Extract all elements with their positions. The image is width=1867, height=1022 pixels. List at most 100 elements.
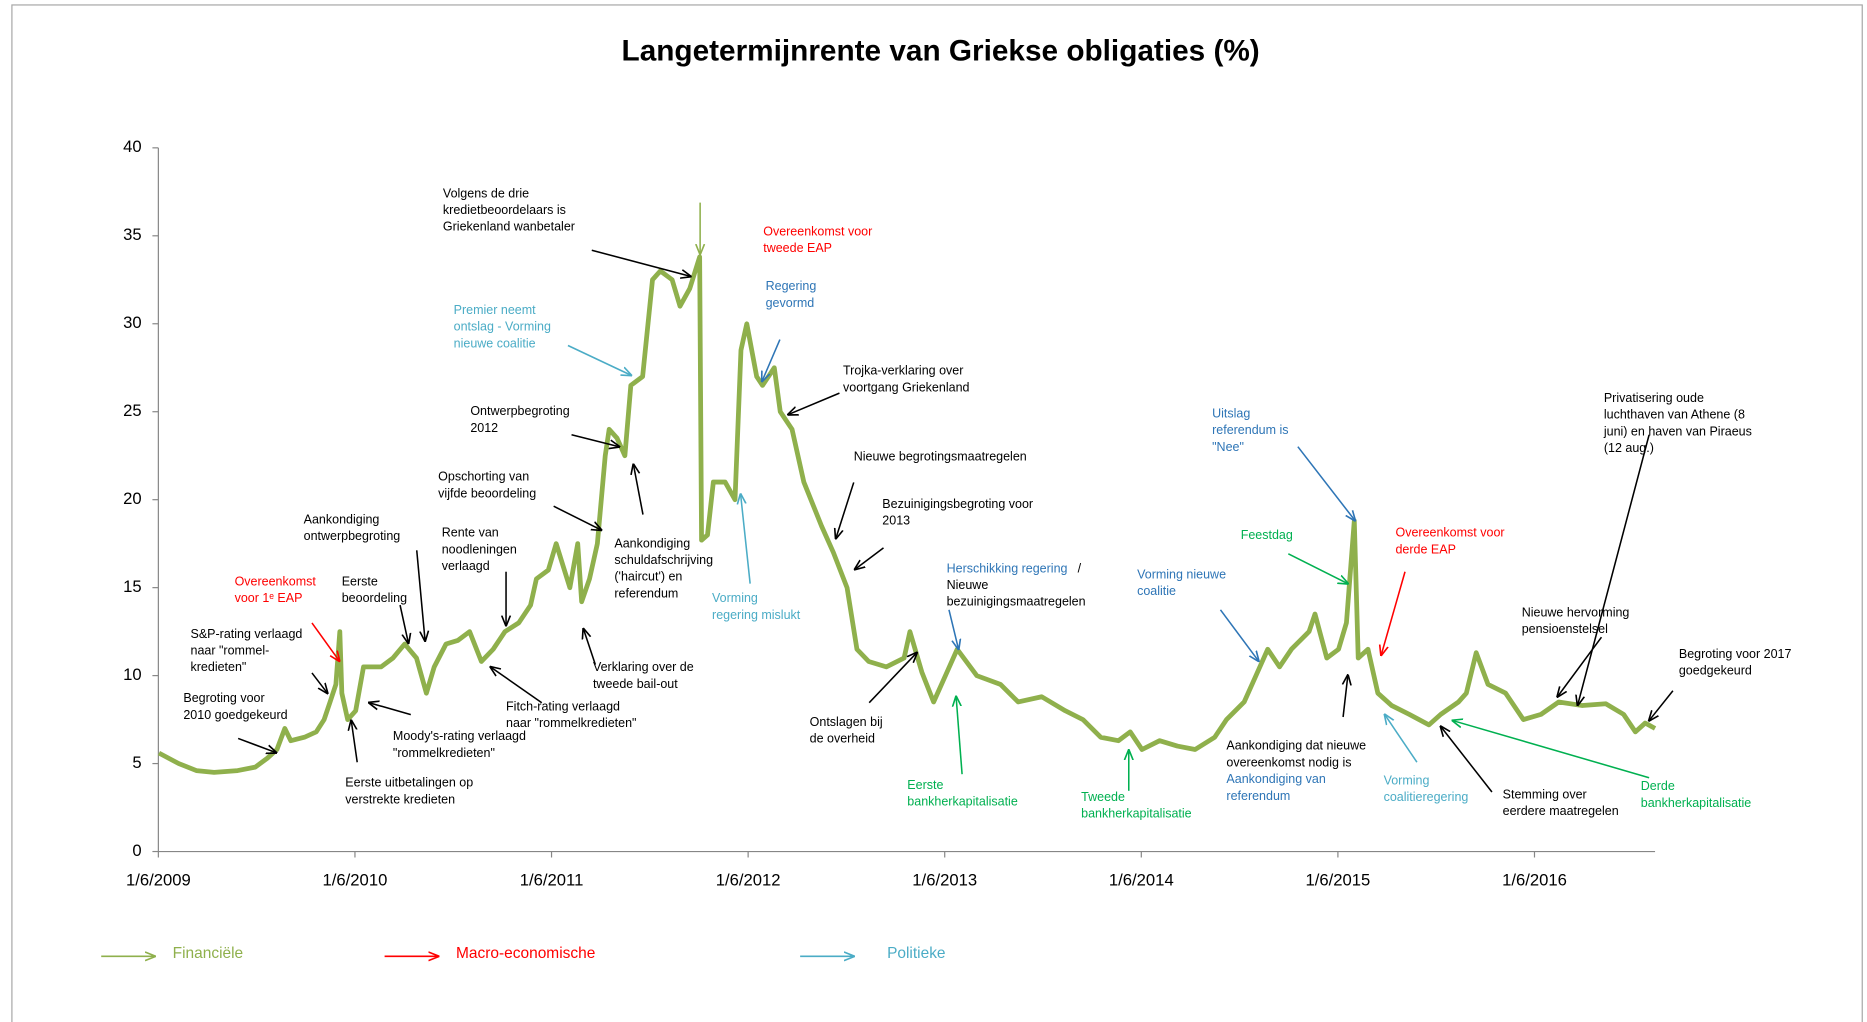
annotation: / Nieuwe bezuinigingsmaatregelen <box>947 562 1086 609</box>
legend-label: Financiële <box>173 945 244 962</box>
x-tick-label: 1/6/2016 <box>1502 871 1567 890</box>
annotation: Opschorting van vijfde beoordeling <box>438 470 536 501</box>
annotation-line: Eerste <box>342 575 378 589</box>
annotation-line: goedgekeurd <box>1679 664 1752 678</box>
annotation-line: Feestdag <box>1241 528 1293 542</box>
annotation-line: Ontslagen bij <box>810 715 883 729</box>
annotation-line: Moody's-rating verlaagd <box>393 730 526 744</box>
annotation-line: Griekenland wanbetaler <box>443 220 575 234</box>
annotation: Eerste beoordeling <box>342 575 407 606</box>
annotation: Begroting voor 2010 goedgekeurd <box>183 691 287 722</box>
annotation: Tweede bankherkapitalisatie <box>1081 790 1192 821</box>
annotation: Aankondiging dat nieuwe overeenkomst nodi… <box>1226 739 1366 770</box>
annotation: Trojka-verklaring over voortgang Griekenl… <box>843 364 970 395</box>
annotation-line: Vorming <box>1384 774 1430 788</box>
arrow <box>567 344 631 375</box>
legend-label: Politieke <box>887 945 945 962</box>
arrow <box>369 703 412 716</box>
annotation-line: vijfde beoordeling <box>438 487 536 501</box>
annotation-line: coalitie <box>1137 584 1176 598</box>
annotation: Vorming coalitieregering <box>1384 774 1469 805</box>
arrow <box>948 609 959 649</box>
annotation-line: tweede bail-out <box>593 677 678 691</box>
annotation-line: Stemming over <box>1503 788 1587 802</box>
arrow <box>1297 446 1355 521</box>
annotation-line: Premier neemt <box>454 303 536 317</box>
annotation-line: Aankondiging <box>304 513 380 527</box>
x-tick-label: 1/6/2014 <box>1109 871 1174 890</box>
annotation-line: referendum <box>614 587 678 601</box>
annotation-line: referendum is <box>1212 424 1288 438</box>
annotation: Rente van noodleningen verlaagd <box>442 526 517 573</box>
arrow <box>553 505 602 530</box>
annotation-line: derde EAP <box>1395 543 1455 557</box>
arrow <box>311 672 327 693</box>
arrow <box>855 547 884 569</box>
annotation: Overeenkomst voor 1ᵉ EAP <box>235 575 317 606</box>
y-tick-label: 0 <box>132 841 141 860</box>
annotation-line: Regering <box>766 279 817 293</box>
annotation: Aankondiging ontwerpbegroting <box>304 513 401 544</box>
annotation: Derde bankherkapitalisatie <box>1641 780 1752 811</box>
annotation-line: Aankondiging van <box>1226 772 1325 786</box>
arrow <box>399 604 408 643</box>
arrow <box>741 494 751 584</box>
annotation-line: Nieuwe begrotingsmaatregelen <box>854 450 1027 464</box>
annotation: Volgens de drie kredietbeoordelaars is Gri… <box>443 187 575 234</box>
annotation-line: kredietbeoordelaars is <box>443 203 566 217</box>
annotation-line: bankherkapitalisatie <box>1641 796 1752 810</box>
arrow <box>583 629 597 665</box>
annotation: Herschikking regering <box>947 562 1068 576</box>
arrow <box>868 653 917 704</box>
annotation-line: pensioenstelsel <box>1522 622 1608 636</box>
annotation-line: Overeenkomst voor <box>1395 526 1504 540</box>
annotation-line: Begroting voor 2017 <box>1679 647 1792 661</box>
frame <box>11 4 1863 1022</box>
annotation-line: Eerste uitbetalingen op <box>345 776 473 790</box>
annotation-line: 2013 <box>882 514 910 528</box>
annotation-line: (12 aug.) <box>1604 441 1654 455</box>
arrow <box>1578 434 1650 705</box>
annotation-line: juni) en haven van Piraeus <box>1603 425 1752 439</box>
annotation-line: bankherkapitalisatie <box>907 795 1018 809</box>
annotation: Ontwerpbegroting 2012 <box>470 404 569 435</box>
annotation: Stemming over eerdere maatregelen <box>1503 788 1619 819</box>
y-tick-label: 10 <box>123 665 142 684</box>
annotation-line: Trojka-verklaring over <box>843 364 963 378</box>
legend-label: Macro-economische <box>456 945 595 962</box>
annotation: S&P-rating verlaagd naar "rommel-krediete… <box>191 627 303 674</box>
annotation-line: voor 1ᵉ EAP <box>235 591 303 605</box>
annotation-line: "rommelkredieten" <box>393 746 495 760</box>
arrow <box>956 697 963 775</box>
annotation: Uitslag referendum is "Nee" <box>1212 407 1288 454</box>
annotation-line: Volgens de drie <box>443 187 529 201</box>
annotation-line: Privatisering oude <box>1604 391 1704 405</box>
x-tick-label: 1/6/2015 <box>1305 871 1370 890</box>
arrow <box>1381 571 1406 655</box>
annotation: Ontslagen bij de overheid <box>810 715 883 746</box>
arrow <box>591 249 691 276</box>
annotation-line: verlaagd <box>442 559 490 573</box>
annotation-line: Nieuwe <box>947 578 989 592</box>
arrow <box>571 434 620 447</box>
arrow <box>351 721 358 763</box>
annotation-line: 2012 <box>470 421 498 435</box>
y-tick-label: 15 <box>123 577 142 596</box>
annotation: Verklaring over de tweede bail-out <box>593 660 694 691</box>
annotation-line: Uitslag <box>1212 407 1250 421</box>
annotation-line: ontwerpbegroting <box>304 529 401 543</box>
arrow <box>1441 727 1493 793</box>
annotation-line: "Nee" <box>1212 440 1244 454</box>
annotation-line: Fitch-rating verlaagd <box>506 700 620 714</box>
annotation-line: Aankondiging dat nieuwe <box>1226 739 1366 753</box>
annotation: Aankondiging schuldafschrijving ('haircut'… <box>614 537 713 601</box>
annotation-line: bankherkapitalisatie <box>1081 807 1192 821</box>
annotation-line: referendum <box>1226 789 1290 803</box>
annotation-line: Aankondiging <box>614 537 690 551</box>
annotation-line: Tweede <box>1081 790 1125 804</box>
annotation-line: Bezuinigingsbegroting voor <box>882 497 1033 511</box>
annotation: Vorming regering mislukt <box>712 591 801 622</box>
annotation: Eerste bankherkapitalisatie <box>907 778 1018 809</box>
